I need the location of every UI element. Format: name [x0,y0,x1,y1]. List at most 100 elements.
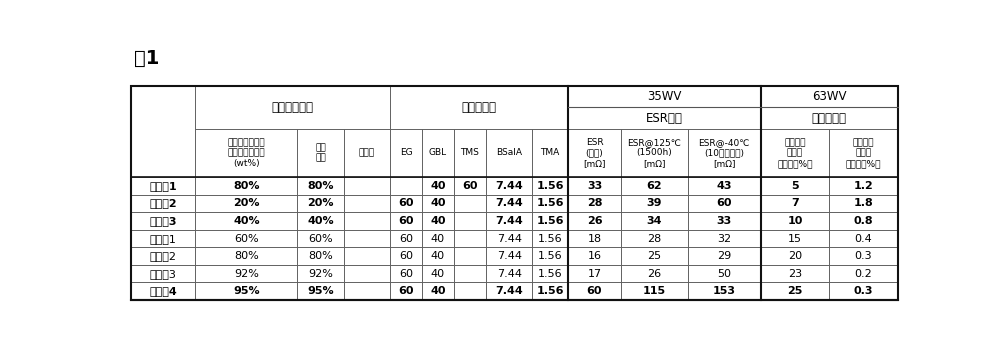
Bar [568,265,621,282]
Text: 60%: 60% [308,234,333,244]
Bar [486,282,532,300]
Bar [532,129,568,177]
Text: 7.44: 7.44 [495,198,523,209]
Bar [297,177,344,194]
Text: 35WV: 35WV [647,90,681,103]
Text: 1.8: 1.8 [854,198,873,209]
Text: 63WV: 63WV [812,90,846,103]
Bar [344,212,390,230]
Text: TMA: TMA [540,149,560,157]
Bar [195,177,297,194]
Bar [344,129,390,177]
Text: 60: 60 [398,216,414,226]
Text: 软熔后的
耐电压
下降率（%）: 软熔后的 耐电压 下降率（%） [846,138,881,168]
Bar [422,247,454,265]
Bar [390,230,422,247]
Bar [568,129,621,177]
Bar [761,265,829,282]
Bar [568,212,621,230]
Text: 5: 5 [791,181,799,191]
Bar [486,265,532,282]
Text: 0.3: 0.3 [854,286,873,296]
Bar [761,177,829,194]
Bar [422,177,454,194]
Bar [829,194,898,212]
Bar [621,194,688,212]
Text: 153: 153 [713,286,736,296]
Text: 60: 60 [399,251,413,261]
Text: 33: 33 [717,216,732,226]
Bar [486,247,532,265]
Text: 表1: 表1 [134,49,159,68]
Text: ESR@-40℃
(10万次循环)
[mΩ]: ESR@-40℃ (10万次循环) [mΩ] [699,138,750,168]
Text: 比较例2: 比较例2 [149,198,177,209]
Bar [454,230,486,247]
Text: 60: 60 [398,198,414,209]
Bar [568,86,761,107]
Bar [344,194,390,212]
Bar [568,230,621,247]
Bar [195,282,297,300]
Bar [422,230,454,247]
Bar [297,230,344,247]
Bar [621,230,688,247]
Bar [344,282,390,300]
Text: 115: 115 [643,286,666,296]
Text: 电解液组成: 电解液组成 [461,101,496,114]
Bar [761,129,829,177]
Text: 比较例1: 比较例1 [149,181,177,191]
Text: 40%: 40% [307,216,334,226]
Text: 7.44: 7.44 [497,251,522,261]
Bar [390,282,422,300]
Text: 28: 28 [587,198,602,209]
Text: 0.4: 0.4 [855,234,872,244]
Bar [568,282,621,300]
Bar [131,86,195,177]
Text: 山梨
糖醇: 山梨 糖醇 [315,143,326,163]
Text: 20%: 20% [307,198,334,209]
Bar [761,86,898,107]
Bar [454,194,486,212]
Bar [532,265,568,282]
Text: 15: 15 [788,234,802,244]
Bar [688,177,761,194]
Text: 60: 60 [399,269,413,279]
Bar [688,282,761,300]
Bar [568,194,621,212]
Text: 80%: 80% [234,251,259,261]
Bar [688,129,761,177]
Text: 1.56: 1.56 [538,269,562,279]
Bar [761,282,829,300]
Bar [422,265,454,282]
Bar [297,129,344,177]
Text: 80%: 80% [308,251,333,261]
Bar [297,212,344,230]
Text: 16: 16 [587,251,601,261]
Text: 40: 40 [431,269,445,279]
Bar [688,265,761,282]
Text: 比较例4: 比较例4 [149,286,177,296]
Text: 多元醇: 多元醇 [359,149,375,157]
Text: 18: 18 [587,234,602,244]
Bar [390,247,422,265]
Text: 20%: 20% [233,198,260,209]
Bar [131,194,195,212]
Bar [344,177,390,194]
Text: 39: 39 [647,198,662,209]
Bar [621,177,688,194]
Text: 60: 60 [587,286,602,296]
Bar [131,265,195,282]
Bar [195,86,390,129]
Text: 7: 7 [791,198,799,209]
Bar [422,282,454,300]
Text: 实施例3: 实施例3 [150,269,177,279]
Bar [390,212,422,230]
Text: 耐压维持率: 耐压维持率 [812,112,847,125]
Bar [454,129,486,177]
Bar [621,265,688,282]
Text: 7.44: 7.44 [497,269,522,279]
Bar [568,177,621,194]
Text: 28: 28 [647,234,662,244]
Text: 60: 60 [717,198,732,209]
Text: 29: 29 [717,251,731,261]
